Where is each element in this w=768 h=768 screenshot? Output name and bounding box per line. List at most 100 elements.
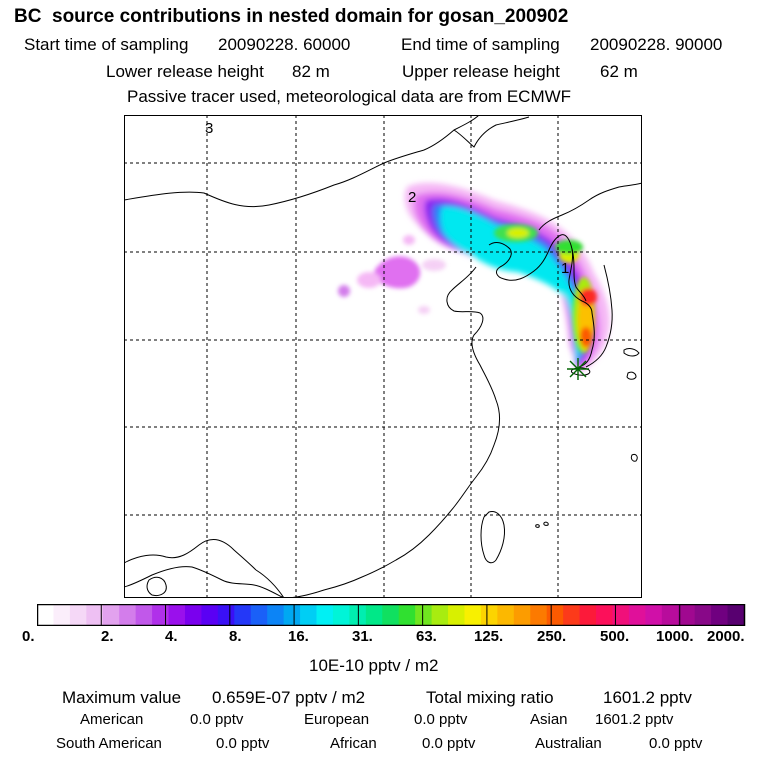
colorbar-cell bbox=[579, 604, 597, 626]
marker-label-2: 2 bbox=[408, 189, 416, 206]
region-american-value: 0.0 pptv bbox=[190, 711, 244, 728]
receptor-star-marker bbox=[567, 358, 589, 380]
coast-taiwan bbox=[480, 511, 505, 564]
border-korea-north bbox=[538, 182, 642, 231]
colorbar-cell bbox=[431, 604, 449, 626]
plume-west-small-1 bbox=[338, 285, 350, 297]
japan-island-2 bbox=[626, 371, 637, 380]
map-frame bbox=[124, 115, 642, 598]
border-north bbox=[124, 115, 480, 208]
tracer-note: Passive tracer used, meteorological data… bbox=[127, 87, 572, 106]
colorbar-unit: 10E-10 pptv / m2 bbox=[309, 656, 439, 675]
coast-shandong bbox=[283, 266, 501, 598]
plume-west-patch bbox=[373, 256, 421, 289]
marker-label-1: 1 bbox=[561, 260, 569, 277]
end-time-label: End time of sampling bbox=[401, 35, 560, 54]
map-panel: 1 2 3 bbox=[124, 115, 642, 598]
japan-island-3 bbox=[630, 454, 638, 462]
colorbar-cell bbox=[168, 604, 186, 626]
marker-label-3: 3 bbox=[205, 120, 213, 137]
colorbar-cell bbox=[102, 604, 120, 626]
colorbar-cell bbox=[267, 604, 285, 626]
colorbar-cell bbox=[398, 604, 416, 626]
colorbar-tick-63: 63. bbox=[416, 628, 437, 645]
colorbar-cell bbox=[546, 604, 564, 626]
region-asian-value: 1601.2 pptv bbox=[595, 711, 674, 728]
plume-inland-1 bbox=[403, 235, 415, 245]
plume-west-small-2 bbox=[357, 272, 381, 288]
region-south-american-label: South American bbox=[56, 735, 162, 752]
start-time-value: 20090228. 60000 bbox=[218, 35, 351, 54]
lower-height-label: Lower release height bbox=[106, 62, 264, 81]
colorbar-cell bbox=[332, 604, 350, 626]
colorbar-cell bbox=[563, 604, 581, 626]
colorbar-cell bbox=[727, 604, 745, 626]
region-australian-label: Australian bbox=[535, 735, 602, 752]
plot-title: BC source contributions in nested domain… bbox=[14, 6, 569, 27]
colorbar-cell bbox=[694, 604, 712, 626]
border-inland-2 bbox=[255, 569, 285, 598]
colorbar-frame bbox=[37, 604, 746, 626]
plume-core-north-inner bbox=[507, 228, 529, 238]
plume-inland-2 bbox=[422, 259, 446, 271]
coast-korea-west bbox=[571, 248, 587, 302]
colorbar-cell bbox=[300, 604, 318, 626]
region-european-label: European bbox=[304, 711, 370, 728]
lower-height-value: 82 m bbox=[292, 62, 330, 81]
colorbar-tick-0: 0. bbox=[22, 628, 35, 645]
colorbar-cell bbox=[711, 604, 729, 626]
colorbar-cell bbox=[135, 604, 153, 626]
colorbar-cell bbox=[464, 604, 482, 626]
region-african-value: 0.0 pptv bbox=[422, 735, 476, 752]
upper-height-value: 62 m bbox=[600, 62, 638, 81]
region-asian-label: Asian bbox=[530, 711, 568, 728]
colorbar-cell bbox=[217, 604, 235, 626]
colorbar-cell bbox=[497, 604, 515, 626]
island-small-1 bbox=[543, 521, 549, 526]
colorbar-cell bbox=[53, 604, 71, 626]
coast-hainan bbox=[146, 576, 167, 596]
region-european-value: 0.0 pptv bbox=[414, 711, 468, 728]
colorbar-cell bbox=[201, 604, 219, 626]
colorbar-cell bbox=[69, 604, 87, 626]
colorbar-cell bbox=[365, 604, 383, 626]
colorbar-cell bbox=[661, 604, 679, 626]
colorbar-dividers bbox=[100, 604, 681, 626]
border-northeast bbox=[453, 116, 530, 148]
lat-lon-grid bbox=[124, 115, 642, 598]
colorbar-tick-31: 31. bbox=[352, 628, 373, 645]
plume-mid-green bbox=[555, 240, 583, 254]
colorbar bbox=[37, 604, 746, 626]
colorbar-cell bbox=[448, 604, 466, 626]
colorbar-cell bbox=[152, 604, 170, 626]
colorbar-cell bbox=[316, 604, 334, 626]
end-time-value: 20090228. 90000 bbox=[590, 35, 723, 54]
region-american-label: American bbox=[80, 711, 144, 728]
upper-height-label: Upper release height bbox=[402, 62, 560, 81]
colorbar-cell bbox=[612, 604, 630, 626]
colorbar-cell bbox=[283, 604, 301, 626]
border-inland-1 bbox=[124, 539, 257, 571]
coast-bohai bbox=[488, 234, 595, 368]
colorbar-cell bbox=[86, 604, 104, 626]
colorbar-cell bbox=[645, 604, 663, 626]
colorbar-cell bbox=[250, 604, 268, 626]
plume-level-5 bbox=[440, 206, 583, 362]
colorbar-cell bbox=[530, 604, 548, 626]
coastlines bbox=[124, 115, 642, 598]
colorbar-tick-500: 500. bbox=[600, 628, 630, 645]
coast-korea-east bbox=[585, 264, 613, 368]
colorbar-tick-250: 250. bbox=[537, 628, 567, 645]
colorbar-cells bbox=[37, 604, 745, 626]
plume-core-south bbox=[580, 327, 592, 347]
colorbar-cell bbox=[628, 604, 646, 626]
colorbar-tick-1000: 1000. bbox=[656, 628, 694, 645]
colorbar-cell bbox=[596, 604, 614, 626]
colorbar-cell bbox=[184, 604, 203, 626]
colorbar-tick-125: 125. bbox=[474, 628, 504, 645]
colorbar-tick-8: 8. bbox=[229, 628, 242, 645]
total-mixing-value: 1601.2 pptv bbox=[603, 688, 692, 707]
start-time-label: Start time of sampling bbox=[24, 35, 189, 54]
colorbar-tick-16: 16. bbox=[288, 628, 309, 645]
japan-island-1 bbox=[623, 348, 640, 357]
